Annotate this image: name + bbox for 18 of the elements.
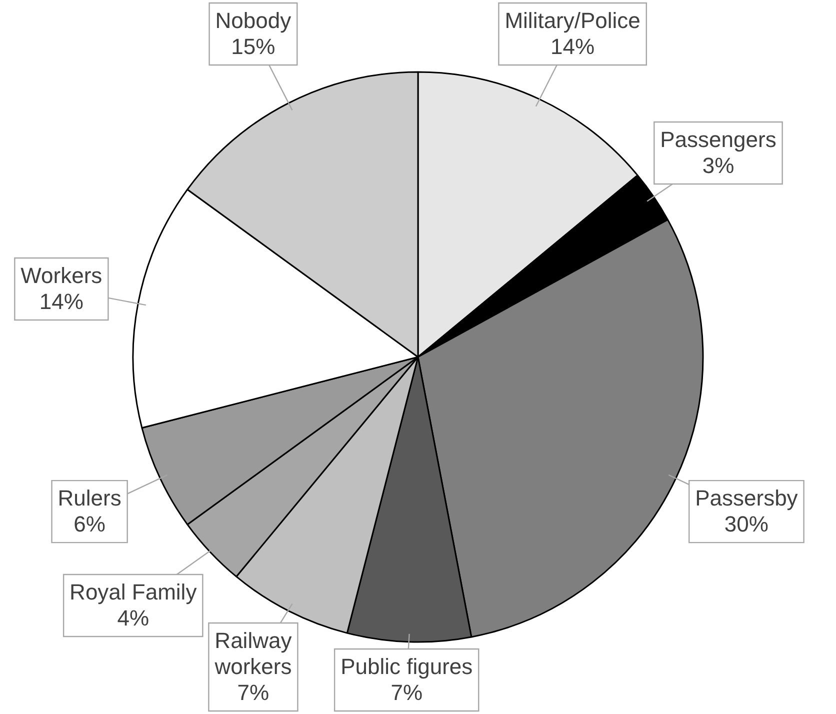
- slice-label: Passengers: [660, 127, 776, 152]
- slice-label: Royal Family: [70, 580, 197, 605]
- data-label: 7%: [390, 680, 422, 706]
- data-label: 30%: [724, 512, 768, 537]
- slice-label: Workers: [20, 263, 102, 288]
- slice-label: Passersby: [695, 486, 798, 511]
- slice-label: Military/Police: [504, 8, 640, 34]
- slice-label: Rulers: [58, 486, 122, 511]
- data-label: 15%: [231, 34, 276, 60]
- data-label: 6%: [74, 512, 106, 537]
- data-label: 4%: [117, 606, 150, 631]
- data-label: 3%: [702, 153, 734, 178]
- slice-label: Railway workers: [214, 628, 292, 680]
- slice-label: Nobody: [215, 8, 292, 34]
- slice-label: Public figures: [340, 654, 473, 680]
- data-label: 14%: [550, 34, 595, 60]
- data-label: 7%: [237, 680, 270, 706]
- data-label: 14%: [39, 289, 84, 314]
